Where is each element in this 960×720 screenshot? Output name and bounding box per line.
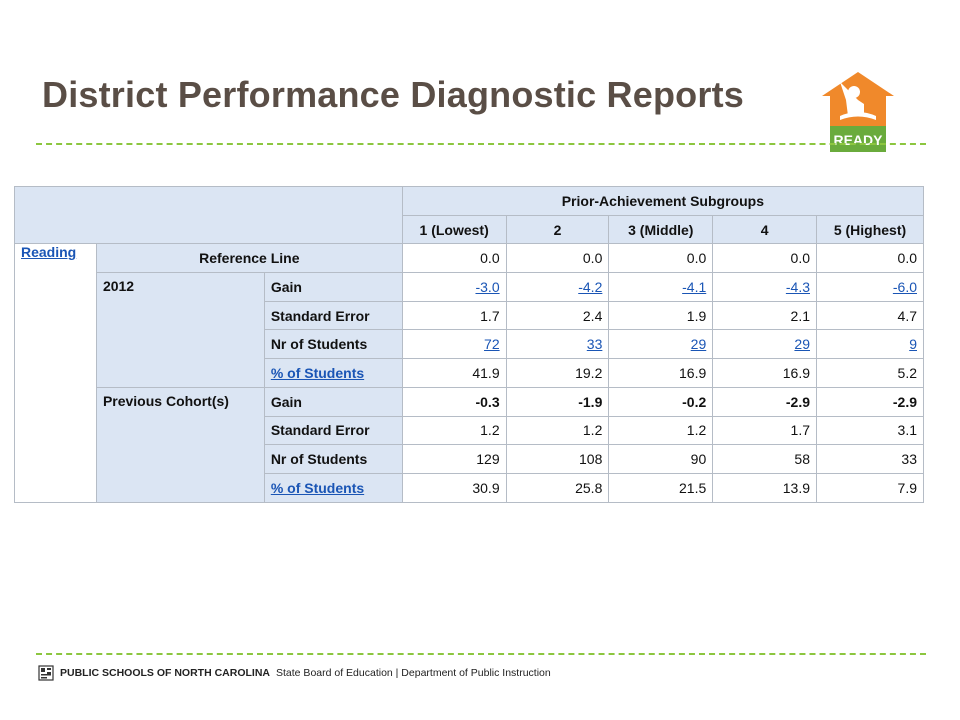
table-row-reference: Reading Reference Line 0.0 0.0 0.0 0.0 0…	[14, 243, 924, 503]
table-cell: 0.0	[608, 243, 714, 274]
table-row: % of Students 41.9 19.2 16.9 16.9 5.2	[15, 358, 924, 388]
student-count-link[interactable]: 72	[484, 336, 500, 353]
measure-label: Standard Error	[263, 415, 403, 446]
table-cell: -2.9	[712, 386, 817, 417]
percent-students-link[interactable]: % of Students	[270, 479, 365, 496]
group-label: 2012	[95, 272, 265, 388]
group-label: Previous Cohort(s)	[95, 386, 265, 503]
column-header: 4	[712, 214, 817, 245]
footer-department: State Board of Education | Department of…	[276, 667, 551, 679]
corner-cell	[14, 185, 403, 245]
table-cell: 0.0	[712, 243, 817, 274]
table-cell: 16.9	[712, 358, 817, 388]
student-count-link[interactable]: 33	[586, 336, 603, 353]
page-title: District Performance Diagnostic Reports	[42, 74, 744, 115]
table-cell: 4.7	[816, 300, 924, 331]
table-cell: 33	[816, 444, 924, 474]
table-row: Nr of Students 129 108 90 58 33	[15, 444, 924, 474]
student-count-link[interactable]: 29	[690, 336, 707, 353]
footer: PUBLIC SCHOOLS OF NORTH CAROLINA State B…	[38, 664, 551, 682]
footer-org: PUBLIC SCHOOLS OF NORTH CAROLINA	[60, 667, 270, 679]
table-row: % of Students 30.9 25.8 21.5 13.9 7.9	[15, 472, 924, 503]
table-cell: 58	[712, 444, 817, 474]
table-cell: -0.2	[608, 386, 714, 417]
bottom-divider	[36, 653, 926, 655]
measure-label: Nr of Students	[263, 329, 403, 360]
table-cell: 41.9	[401, 358, 507, 388]
subject-cell: Reading	[14, 243, 97, 503]
table-cell: 25.8	[505, 472, 610, 503]
table-cell: 5.2	[816, 358, 924, 388]
table-cell: 30.9	[401, 472, 507, 503]
column-header: 2	[505, 214, 610, 245]
table-cell: 16.9	[608, 358, 714, 388]
diagnostic-report-table: Prior-Achievement Subgroups 1 (Lowest) 2…	[14, 185, 925, 503]
table-cell: 13.9	[712, 472, 817, 503]
column-header: 1 (Lowest)	[401, 214, 507, 245]
table-cell: 21.5	[608, 472, 714, 503]
table-cell: 1.2	[505, 415, 610, 446]
table-cell: 7.9	[816, 472, 924, 503]
student-count-link[interactable]: 9	[909, 336, 917, 353]
state-seal-icon	[38, 665, 54, 681]
table-cell: 0.0	[401, 243, 507, 274]
table-cell: 19.2	[505, 358, 610, 388]
table-cell: 108	[505, 444, 610, 474]
group-header: Prior-Achievement Subgroups	[401, 186, 925, 216]
table-cell: -2.9	[816, 386, 924, 417]
top-divider	[36, 143, 926, 145]
table-cell: 1.2	[401, 415, 507, 446]
table-cell: 0.0	[816, 243, 924, 274]
table-cell: 1.9	[608, 300, 714, 331]
table-cell: 0.0	[505, 243, 610, 274]
measure-label: Gain	[263, 272, 403, 302]
gain-link[interactable]: -4.2	[578, 278, 603, 295]
table-row: 2012 Gain -3.0 -4.2 -4.1 -4.3 -6.0	[15, 272, 924, 388]
table-row: Standard Error 1.2 1.2 1.2 1.7 3.1	[15, 415, 924, 446]
table-cell: 129	[401, 444, 507, 474]
measure-label: Nr of Students	[263, 444, 403, 474]
measure-label: Gain	[263, 386, 403, 417]
column-header: 5 (Highest)	[816, 214, 924, 245]
subject-link[interactable]: Reading	[21, 244, 77, 261]
table-cell: 1.7	[401, 300, 507, 331]
logo-text: READY	[833, 132, 883, 148]
percent-students-link[interactable]: % of Students	[270, 364, 365, 381]
table-cell: -0.3	[401, 386, 507, 417]
gain-link[interactable]: -3.0	[475, 278, 500, 295]
table-cell: 90	[608, 444, 714, 474]
gain-link[interactable]: -6.0	[892, 278, 917, 295]
table-cell: 3.1	[816, 415, 924, 446]
gain-link[interactable]: -4.1	[682, 278, 707, 295]
student-count-link[interactable]: 29	[794, 336, 810, 353]
column-header: 3 (Middle)	[608, 214, 714, 245]
table-cell: 2.1	[712, 300, 817, 331]
measure-label: Standard Error	[263, 300, 403, 331]
reference-line-label: Reference Line	[95, 243, 403, 274]
table-cell: 2.4	[505, 300, 610, 331]
table-cell: 1.7	[712, 415, 817, 446]
table-cell: -1.9	[505, 386, 610, 417]
table-row: Previous Cohort(s) Gain -0.3 -1.9 -0.2 -…	[15, 386, 924, 503]
gain-link[interactable]: -4.3	[785, 278, 810, 295]
table-cell: 1.2	[608, 415, 714, 446]
